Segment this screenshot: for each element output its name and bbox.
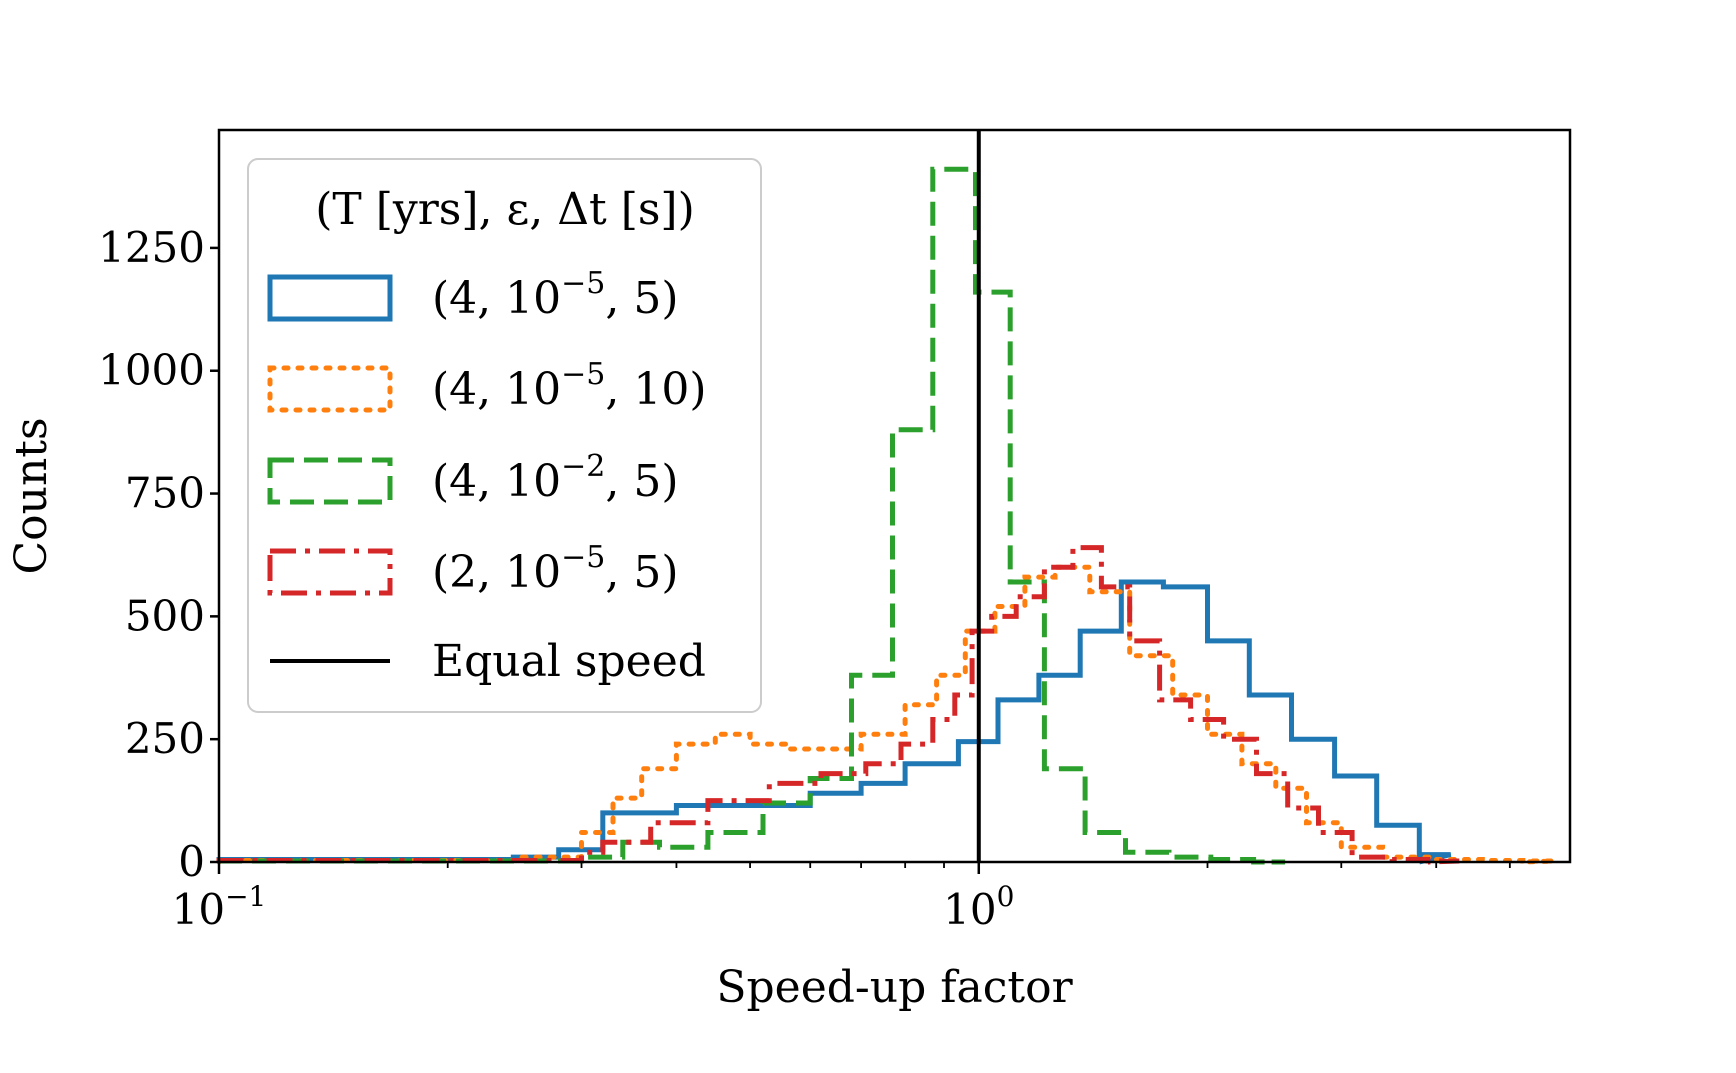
y-tick-label: 250 <box>125 714 205 763</box>
y-tick-label: 1250 <box>98 223 205 272</box>
y-tick-label: 1000 <box>98 346 205 395</box>
legend-title: (T [yrs], ε, Δt [s]) <box>315 184 695 235</box>
plot-frame <box>217 128 1572 864</box>
legend-swatch-3 <box>267 457 393 505</box>
y-axis-label: Counts <box>6 417 57 574</box>
legend-label-2: (4, 10−5, 10) <box>432 357 707 415</box>
y-tick-label: 500 <box>125 591 205 640</box>
series-3-histogram <box>216 166 1286 865</box>
x-axis-label: Speed-up factor <box>716 962 1073 1013</box>
series-2-histogram <box>216 564 1555 865</box>
ticks-layer: 0 250 500 750 1000 1250 10−1 100 <box>98 223 1511 934</box>
legend-swatch-4 <box>267 548 393 596</box>
legend-swatch-2 <box>267 365 393 413</box>
legend-label-4: (2, 10−5, 5) <box>432 540 679 598</box>
series-4-histogram <box>216 545 1460 865</box>
y-tick-label: 0 <box>178 837 205 886</box>
legend-entries: (4, 10−5, 5) (4, 10−5, 10) (4, 10−2, 5) (2,… <box>267 266 707 687</box>
y-tick-label: 750 <box>125 469 205 518</box>
x-tick-label: 10−1 <box>172 880 267 934</box>
x-tick-label: 100 <box>943 880 1014 934</box>
series-layer <box>216 166 1555 865</box>
series-1-histogram <box>216 579 1452 865</box>
legend-label-1: (4, 10−5, 5) <box>432 266 679 324</box>
legend-box <box>247 158 762 713</box>
legend-swatch-1 <box>267 274 393 322</box>
legend-label-5: Equal speed <box>432 636 706 687</box>
legend-label-3: (4, 10−2, 5) <box>432 449 679 507</box>
legend: (T [yrs], ε, Δt [s]) (4, 10−5, 5)(4, 10−… <box>247 158 762 713</box>
